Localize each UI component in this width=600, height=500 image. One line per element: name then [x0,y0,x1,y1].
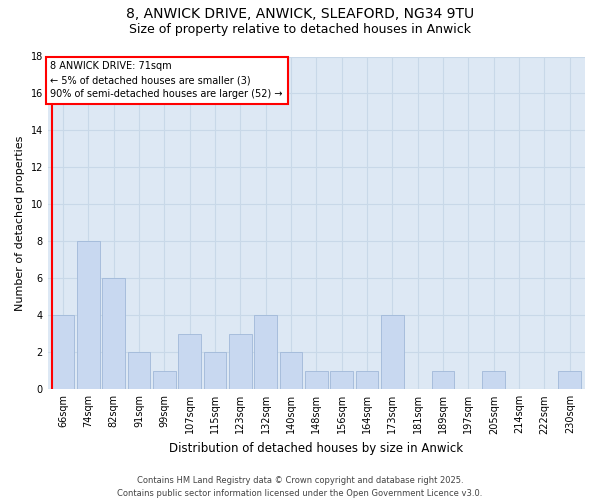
Y-axis label: Number of detached properties: Number of detached properties [15,135,25,310]
Text: Contains HM Land Registry data © Crown copyright and database right 2025.
Contai: Contains HM Land Registry data © Crown c… [118,476,482,498]
Bar [381,316,404,390]
Bar [331,371,353,390]
Bar [102,278,125,390]
Bar [305,371,328,390]
Bar [280,352,302,390]
X-axis label: Distribution of detached houses by size in Anwick: Distribution of detached houses by size … [169,442,463,455]
Bar [229,334,252,390]
Text: 8 ANWICK DRIVE: 71sqm
← 5% of detached houses are smaller (3)
90% of semi-detach: 8 ANWICK DRIVE: 71sqm ← 5% of detached h… [50,62,283,100]
Bar [77,242,100,390]
Bar [254,316,277,390]
Bar [153,371,176,390]
Bar [356,371,379,390]
Bar [559,371,581,390]
Bar [128,352,151,390]
Bar [431,371,454,390]
Bar [203,352,226,390]
Bar [482,371,505,390]
Text: Size of property relative to detached houses in Anwick: Size of property relative to detached ho… [129,22,471,36]
Bar [52,316,74,390]
Bar [178,334,201,390]
Text: 8, ANWICK DRIVE, ANWICK, SLEAFORD, NG34 9TU: 8, ANWICK DRIVE, ANWICK, SLEAFORD, NG34 … [126,8,474,22]
